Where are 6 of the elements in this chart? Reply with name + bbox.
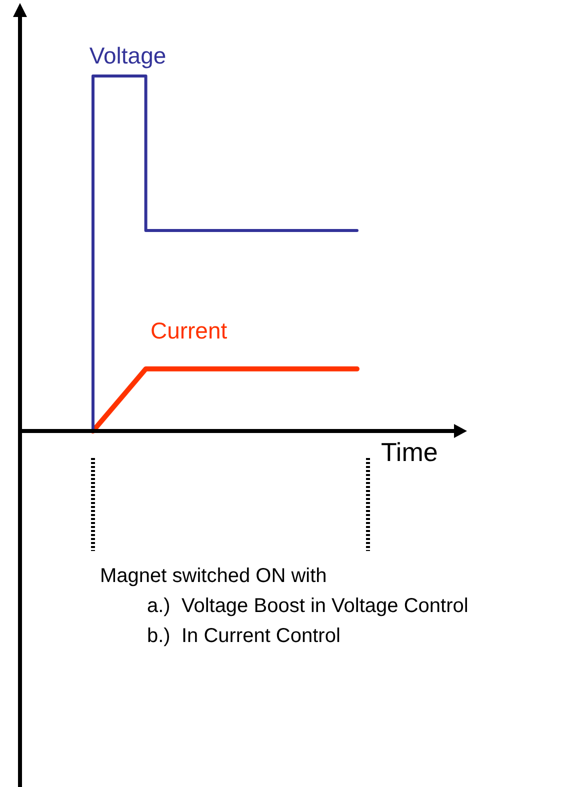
text: Magnet switched ON with <box>100 565 327 587</box>
x-axis-title: Time <box>381 437 438 468</box>
series-label: Voltage <box>89 42 166 69</box>
text: b.) In Current Control <box>147 625 340 647</box>
series-label: Current <box>150 317 228 344</box>
text: a.) Voltage Boost in Voltage Control <box>147 595 468 617</box>
